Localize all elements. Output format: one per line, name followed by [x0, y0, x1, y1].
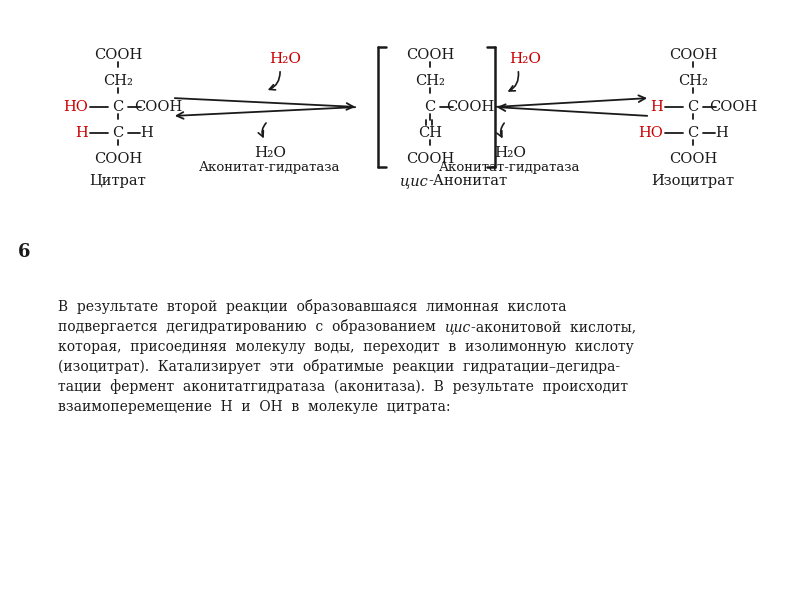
Text: CH: CH — [418, 126, 442, 140]
Text: HO: HO — [63, 100, 88, 114]
Text: COOH: COOH — [709, 100, 757, 114]
Text: COOH: COOH — [446, 100, 494, 114]
Text: COOH: COOH — [94, 152, 142, 166]
Text: COOH: COOH — [669, 48, 717, 62]
Text: Цитрат: Цитрат — [90, 174, 146, 188]
Text: Аконитат-гидратаза: Аконитат-гидратаза — [439, 160, 581, 173]
Text: -аконитовой  кислоты,: -аконитовой кислоты, — [470, 320, 636, 334]
Text: COOH: COOH — [406, 152, 454, 166]
Text: HO: HO — [638, 126, 663, 140]
Text: 6: 6 — [18, 243, 30, 261]
Text: Аконитат-гидратаза: Аконитат-гидратаза — [199, 160, 341, 173]
Text: C: C — [112, 126, 124, 140]
Text: взаимоперемещение  Н  и  ОН  в  молекуле  цитрата:: взаимоперемещение Н и ОН в молекуле цитр… — [58, 400, 450, 414]
Text: COOH: COOH — [669, 152, 717, 166]
Text: H: H — [716, 126, 728, 140]
Text: (изоцитрат).  Катализирует  эти  обратимые  реакции  гидратации–дегидра-: (изоцитрат). Катализирует эти обратимые … — [58, 359, 620, 374]
Text: C: C — [687, 126, 698, 140]
Text: COOH: COOH — [406, 48, 454, 62]
Text: COOH: COOH — [134, 100, 182, 114]
Text: H: H — [141, 126, 154, 140]
Text: CH₂: CH₂ — [103, 74, 133, 88]
Text: Изоцитрат: Изоцитрат — [651, 174, 734, 188]
Text: подвергается  дегидратированию  с  образованием: подвергается дегидратированию с образова… — [58, 319, 445, 335]
Text: которая,  присоединяя  молекулу  воды,  переходит  в  изолимонную  кислоту: которая, присоединяя молекулу воды, пере… — [58, 340, 634, 354]
Text: CH₂: CH₂ — [415, 74, 445, 88]
Text: CH₂: CH₂ — [678, 74, 708, 88]
Text: H₂O: H₂O — [254, 146, 286, 160]
Text: H₂O: H₂O — [509, 52, 541, 66]
Text: C: C — [424, 100, 436, 114]
Text: цис: цис — [400, 174, 428, 188]
Text: H: H — [650, 100, 663, 114]
Text: В  результате  второй  реакции  образовавшаяся  лимонная  кислота: В результате второй реакции образовавшая… — [58, 299, 566, 314]
Text: H₂O: H₂O — [494, 146, 526, 160]
Text: H₂O: H₂O — [269, 52, 301, 66]
Text: C: C — [112, 100, 124, 114]
Text: H: H — [75, 126, 88, 140]
Text: цис: цис — [445, 320, 470, 334]
Text: -Анонитат: -Анонитат — [428, 174, 507, 188]
Text: COOH: COOH — [94, 48, 142, 62]
Text: C: C — [687, 100, 698, 114]
Text: тации  фермент  аконитатгидратаза  (аконитаза).  В  результате  происходит: тации фермент аконитатгидратаза (аконита… — [58, 380, 628, 394]
